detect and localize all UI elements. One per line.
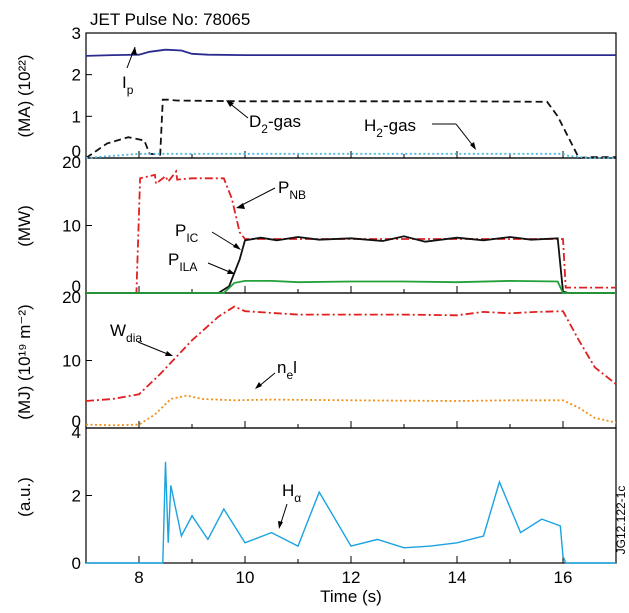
panel-4-ylabel: (a.u.) (15, 477, 34, 517)
xtick-label: 8 (134, 568, 143, 587)
panel-4-ytick-label: 4 (72, 423, 81, 442)
svg-text:PILA: PILA (168, 250, 197, 274)
annotation-h2-gas: H2-gas (364, 116, 476, 150)
series-d2-gas (85, 98, 616, 159)
panel-2-ytick-label: 10 (62, 217, 81, 236)
chart-title: JET Pulse No: 78065 (90, 10, 250, 29)
series-h2-gas (85, 152, 616, 159)
xtick-label: 10 (236, 568, 255, 587)
xtick-label: 16 (554, 568, 573, 587)
panel-3-ytick-label: 20 (62, 288, 81, 307)
svg-text:PNB: PNB (278, 178, 306, 202)
panel-3-ylabel: (MJ) (10¹⁹ m⁻²) (15, 304, 34, 419)
panel-1-ytick-label: 0 (72, 142, 81, 161)
panel-1-ytick-label: 2 (72, 66, 81, 85)
panel-4-frame (85, 427, 617, 564)
xtick-label: 12 (342, 568, 361, 587)
annotation-wdia: Wdia (110, 321, 173, 356)
series-pila (86, 279, 616, 294)
x-axis-label: Time (s) (320, 587, 382, 606)
svg-text:D2-gas: D2-gas (249, 112, 301, 136)
series-pic (86, 235, 616, 294)
panel-3-frame (85, 292, 617, 429)
annotation-pila: PILA (168, 250, 235, 274)
figure-code: JG12.122-1c (614, 486, 628, 555)
panel-3-ytick-label: 10 (62, 352, 81, 371)
panel-3-ytick-label: 0 (72, 412, 81, 431)
panel-2-ylabel: (MW) (15, 205, 34, 247)
annotation-halpha: Hα (278, 481, 301, 529)
series-pnb (86, 169, 616, 294)
panel-1-ytick-label: 3 (72, 24, 81, 43)
svg-text:nel: nel (277, 358, 297, 382)
annotation-d2-gas: D2-gas (226, 100, 301, 136)
xtick-label: 14 (448, 568, 467, 587)
annotation-ip: Ip (122, 46, 137, 97)
panel-4-ytick-label: 0 (72, 554, 81, 573)
panel-4-ytick-label: 2 (72, 487, 81, 506)
svg-text:PIC: PIC (175, 221, 199, 245)
panel-1-ylabel: (MA) (10²²) (15, 54, 34, 137)
series-hα (86, 461, 616, 564)
svg-text:Ip: Ip (122, 73, 134, 97)
svg-text:Wdia: Wdia (110, 321, 142, 345)
annotation-nel: nel (255, 358, 297, 389)
svg-text:Hα: Hα (282, 481, 301, 505)
annotation-pnb: PNB (236, 178, 306, 209)
series-ip (85, 48, 616, 57)
annotation-pic: PIC (175, 221, 241, 250)
series-wdia (85, 305, 617, 402)
panel-1-frame (85, 32, 617, 159)
svg-text:H2-gas: H2-gas (364, 116, 416, 140)
panel-2-ytick-label: 20 (62, 153, 81, 172)
series-nel (85, 394, 617, 427)
panel-2-ytick-label: 0 (72, 277, 81, 296)
panel-2-frame (85, 157, 617, 294)
panel-1-ytick-label: 1 (72, 107, 81, 126)
